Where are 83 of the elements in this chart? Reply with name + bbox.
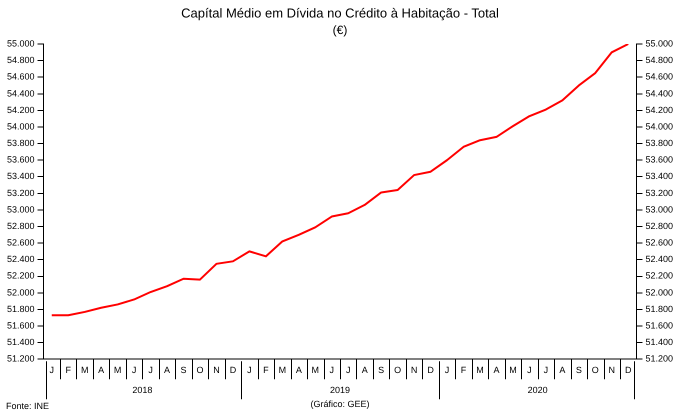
x-tick-label: A xyxy=(493,365,500,376)
source-note: Fonte: INE xyxy=(6,401,50,412)
y2-tick-label: 53.200 xyxy=(645,188,674,198)
y-tick-label: 54.400 xyxy=(6,88,35,98)
x-tick-label: J xyxy=(444,365,450,376)
x-tick-label: J xyxy=(148,365,153,376)
y2-tick-label: 54.200 xyxy=(645,104,674,115)
x-tick-label: M xyxy=(114,365,122,376)
x-tick-label: J xyxy=(527,365,532,376)
y2-tick-label: 53.800 xyxy=(645,138,674,148)
y-tick-label: 51.200 xyxy=(6,354,35,364)
y2-tick-label: 54.600 xyxy=(645,72,674,82)
x-tick-label: J xyxy=(330,365,334,376)
y-tick-label: 51.800 xyxy=(6,304,35,314)
y-tick-label: 52.600 xyxy=(6,238,35,248)
y2-tick-label: 51.800 xyxy=(645,304,674,314)
y-tick-label: 53.600 xyxy=(6,154,35,165)
x-tick-label: A xyxy=(559,365,566,376)
x-tick-label: D xyxy=(230,365,237,376)
chart-subtitle: (€) xyxy=(332,23,348,38)
x-tick-label: N xyxy=(213,365,220,376)
y2-tick-label: 51.600 xyxy=(645,320,674,331)
text: 2019 xyxy=(330,385,350,396)
x-tick-label: N xyxy=(410,365,418,376)
x-tick-label: O xyxy=(592,365,599,376)
y-tick-label: 53.000 xyxy=(6,204,35,214)
y2-tick-label: 55.000 xyxy=(645,38,674,48)
x-tick-label: S xyxy=(576,365,582,376)
x-tick-label: F xyxy=(263,365,270,376)
x-tick-label: J xyxy=(346,365,350,376)
y2-tick-label: 53.600 xyxy=(645,154,674,165)
x-tick-label: M xyxy=(509,365,517,376)
x-tick-label: A xyxy=(164,365,170,376)
text: (Gráfico: GEE) xyxy=(310,399,370,410)
y2-tick-label: 51.200 xyxy=(645,354,674,364)
y2-tick-label: 53.000 xyxy=(645,204,674,214)
y2-tick-label: 52.600 xyxy=(645,238,674,248)
y-tick-label: 54.600 xyxy=(6,72,35,82)
text: 2018 xyxy=(132,385,152,396)
y-tick-label: 52.400 xyxy=(6,254,35,264)
x-tick-label: M xyxy=(476,365,484,376)
y2-tick-label: 54.400 xyxy=(645,88,674,98)
y-tick-label: 51.600 xyxy=(6,320,35,331)
y-tick-label: 54.000 xyxy=(6,121,35,132)
y-tick-label: 53.800 xyxy=(6,138,35,148)
y2-tick-label: 52.000 xyxy=(645,287,674,298)
x-tick-label: J xyxy=(544,365,548,376)
x-tick-label: S xyxy=(180,365,187,376)
x-tick-label: O xyxy=(394,365,402,376)
x-tick-label: J xyxy=(247,365,252,376)
y2-tick-label: 52.200 xyxy=(645,270,674,281)
y-tick-label: 54.800 xyxy=(6,55,35,66)
x-tick-label: D xyxy=(624,365,632,376)
y2-tick-label: 51.400 xyxy=(645,337,674,348)
y2-tick-label: 54.800 xyxy=(645,55,674,66)
x-tick-label: J xyxy=(132,365,136,376)
y2-tick-label: 53.400 xyxy=(645,171,674,182)
text: 2020 xyxy=(528,385,548,396)
x-tick-label: M xyxy=(312,365,320,376)
x-tick-label: F xyxy=(65,365,72,376)
y-tick-label: 53.400 xyxy=(6,171,35,182)
y-tick-label: 53.200 xyxy=(6,188,35,198)
x-tick-label: D xyxy=(427,365,434,376)
chart-title: Capítal Médio em Dívida no Crédito à Habitação - Total xyxy=(181,5,499,20)
y-tick-label: 51.400 xyxy=(6,337,35,348)
y2-tick-label: 52.400 xyxy=(645,254,674,264)
x-tick-label: O xyxy=(196,365,204,376)
x-tick-label: M xyxy=(80,365,88,376)
x-tick-label: A xyxy=(296,365,302,376)
x-tick-label: N xyxy=(608,365,616,376)
y-tick-label: 52.200 xyxy=(6,270,35,281)
y2-tick-label: 54.000 xyxy=(645,121,674,132)
y-tick-label: 52.000 xyxy=(6,287,35,298)
x-tick-label: A xyxy=(362,365,368,376)
x-tick-label: J xyxy=(50,365,54,376)
x-tick-label: S xyxy=(378,365,384,376)
x-tick-label: M xyxy=(278,365,286,376)
y-tick-label: 52.800 xyxy=(6,220,35,231)
x-tick-label: A xyxy=(98,365,104,376)
y2-tick-label: 52.800 xyxy=(645,220,674,231)
x-tick-label: F xyxy=(460,365,467,376)
y-tick-label: 55.000 xyxy=(6,38,35,48)
y-tick-label: 54.200 xyxy=(6,104,35,115)
